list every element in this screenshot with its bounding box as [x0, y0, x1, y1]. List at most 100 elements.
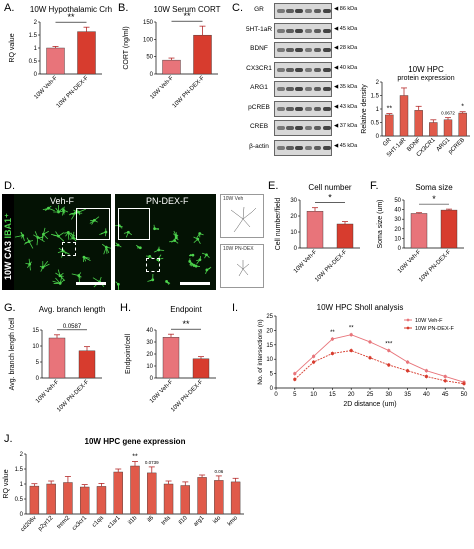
cell-process	[27, 264, 31, 268]
x-tick-label: 5	[293, 392, 297, 398]
blot-band	[323, 9, 331, 13]
blot-protein-label: CREB	[249, 123, 269, 130]
blot-band	[313, 28, 322, 33]
x-tick-label: cx3cr1	[71, 515, 88, 532]
y-tick-label: 0	[376, 134, 380, 140]
blot-band-strip	[274, 81, 332, 97]
y-tick-label: 2	[376, 80, 380, 86]
cell-process	[204, 254, 207, 259]
cell-process	[71, 273, 79, 276]
cell-process	[59, 275, 66, 281]
x-tick-label: trem2	[56, 515, 72, 531]
blot-band-strip	[274, 139, 332, 156]
zoom-inset-dex	[118, 208, 150, 240]
y-tick-label: 1.5	[15, 467, 24, 473]
blot-band	[304, 28, 313, 33]
cell-process	[63, 209, 66, 213]
x-tick-label: 10W PN-DEX-F	[418, 249, 452, 283]
cell-process	[119, 225, 123, 228]
blot-band	[277, 9, 285, 13]
y-tick-label: 0	[150, 72, 154, 78]
sig-annotation: **	[349, 326, 354, 332]
y-axis-label: Endpoint/cell	[125, 334, 132, 375]
significance-label: **	[183, 11, 191, 21]
x-axis-label: 2D distance (um)	[343, 401, 396, 408]
cell-process	[206, 266, 212, 271]
zoom-region-veh	[62, 242, 76, 256]
cell-process	[189, 261, 194, 265]
blot-band	[277, 87, 285, 91]
cell-process	[78, 275, 82, 278]
x-tick-label: arg1	[193, 515, 206, 528]
blot-band-strip	[274, 3, 332, 19]
bar-annotation: 0.0672	[441, 111, 455, 116]
blot-band	[286, 67, 294, 72]
y-tick-label: 1.5	[371, 94, 380, 100]
microglia-cell	[196, 232, 204, 239]
bar-il10	[180, 485, 191, 515]
y-tick-label: 1.5	[29, 33, 38, 39]
data-point	[368, 356, 372, 360]
y-tick-label: 10	[290, 230, 297, 236]
y-axis-label: RQ value	[3, 469, 10, 498]
cell-process	[154, 228, 160, 230]
y-tick-label: 5	[270, 372, 274, 378]
y-tick-label: 50	[146, 55, 153, 61]
cell-process	[92, 277, 100, 283]
cell-process	[28, 241, 34, 249]
cell-process	[20, 231, 24, 236]
y-tick-label: 20	[394, 227, 401, 233]
chart-title: 10W Serum CORT	[154, 5, 221, 14]
cell-process	[73, 209, 79, 213]
x-tick-label: ido	[212, 515, 222, 525]
cell-process	[205, 269, 208, 274]
blot-band	[304, 67, 313, 72]
bar-annotation: *	[461, 104, 464, 111]
chart-title: Soma size	[415, 183, 453, 192]
cell-process	[189, 261, 192, 267]
blot-band	[277, 126, 285, 130]
y-tick-label: 5	[36, 360, 40, 366]
dex-image-label: PN-DEX-F	[146, 196, 189, 206]
bar-10W Veh-F	[48, 337, 66, 379]
bar-10W PN-DEX-F	[193, 34, 212, 75]
y-axis-label: RQ value	[9, 33, 16, 62]
data-point	[443, 374, 447, 379]
microglia-cell	[52, 275, 65, 285]
image-side-label: 10W CA3 IBA1⁺	[3, 213, 14, 280]
trace-veh: 10W Veh	[220, 194, 264, 238]
x-tick-label: 10W PN-DEX-F	[172, 75, 206, 109]
bar-arg1	[197, 477, 207, 515]
data-point	[387, 363, 391, 367]
chart-title: Cell number	[308, 183, 351, 192]
microglia-cell	[196, 255, 202, 265]
cell-process	[21, 235, 24, 239]
chart-endpoint: Endpoint 0 10 20 30 40 Endpoint/cell 10W Veh-F1…	[125, 305, 216, 413]
blot-protein-label: ARG1	[250, 84, 268, 91]
cell-process	[65, 232, 69, 237]
blot-kda-label: ◀ 35 kDa	[334, 84, 358, 90]
blot-band	[277, 48, 285, 52]
cell-process	[175, 237, 179, 241]
bar-il1b	[130, 465, 140, 515]
cell-process	[67, 232, 70, 240]
side-label-text: 10W CA3	[3, 240, 13, 280]
sig-annotation: **	[330, 330, 335, 336]
microglia-cell	[62, 206, 69, 216]
microglia-cell	[89, 216, 100, 225]
y-axis-label: No. of intersections (n)	[257, 319, 264, 384]
x-tick-label: kmo	[227, 515, 240, 528]
cell-process	[43, 230, 49, 235]
y-tick-label: 0.5	[15, 497, 24, 503]
cell-process	[101, 243, 107, 248]
microglia-cell	[14, 231, 25, 242]
data-point	[330, 337, 334, 341]
chart-title: Endpoint	[170, 305, 202, 314]
cell-process	[25, 241, 30, 244]
cell-process	[59, 275, 63, 284]
y-tick-label: 0	[34, 72, 38, 78]
cell-process	[70, 232, 74, 239]
blot-band-strip	[274, 61, 332, 78]
y-tick-label: 20	[290, 214, 297, 220]
bar-CX3CR1	[429, 122, 438, 137]
